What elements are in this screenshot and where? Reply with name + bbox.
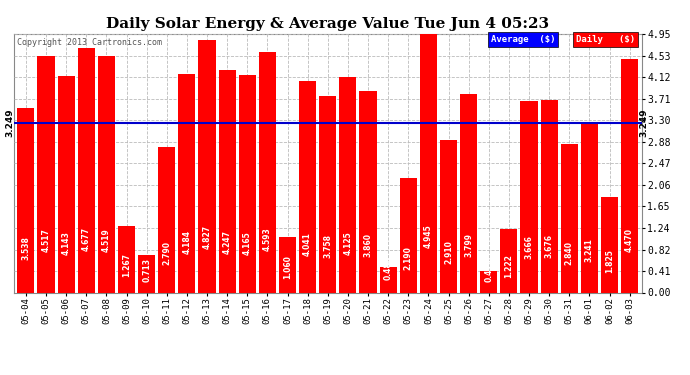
Text: 1.060: 1.060 — [283, 255, 292, 279]
Bar — [621, 59, 638, 292]
Text: 1.267: 1.267 — [122, 254, 131, 278]
Text: 4.827: 4.827 — [202, 225, 212, 249]
Bar — [581, 123, 598, 292]
Text: 2.910: 2.910 — [444, 241, 453, 264]
Text: Daily   ($): Daily ($) — [575, 35, 635, 44]
Text: 2.790: 2.790 — [162, 242, 171, 266]
Text: 3.758: 3.758 — [323, 234, 333, 258]
Text: 1.222: 1.222 — [504, 254, 513, 278]
Bar — [239, 75, 256, 292]
Bar — [118, 226, 135, 292]
Text: 2.840: 2.840 — [564, 241, 574, 265]
Bar — [299, 81, 316, 292]
Bar — [601, 197, 618, 292]
Bar — [178, 74, 195, 292]
Bar — [319, 96, 336, 292]
Bar — [57, 76, 75, 292]
Text: 3.241: 3.241 — [585, 238, 594, 262]
Bar — [460, 94, 477, 292]
Text: 4.041: 4.041 — [303, 232, 312, 256]
Text: 2.190: 2.190 — [404, 246, 413, 270]
Bar — [158, 147, 175, 292]
Text: 4.143: 4.143 — [61, 231, 70, 255]
Bar — [359, 91, 377, 292]
Bar — [561, 144, 578, 292]
Text: 4.517: 4.517 — [41, 228, 50, 252]
Bar — [520, 101, 538, 292]
Bar — [98, 56, 115, 292]
Text: 3.249: 3.249 — [640, 108, 649, 137]
Bar — [37, 56, 55, 292]
Text: 0.488: 0.488 — [384, 256, 393, 280]
Bar — [219, 70, 236, 292]
Text: 4.184: 4.184 — [182, 231, 191, 255]
Bar — [400, 178, 417, 292]
Bar — [500, 229, 518, 292]
Bar — [420, 34, 437, 292]
Bar — [480, 271, 497, 292]
Text: 0.713: 0.713 — [142, 258, 151, 282]
Text: 3.249: 3.249 — [6, 108, 14, 137]
Title: Daily Solar Energy & Average Value Tue Jun 4 05:23: Daily Solar Energy & Average Value Tue J… — [106, 17, 549, 31]
Bar — [199, 40, 215, 292]
Text: 3.799: 3.799 — [464, 234, 473, 258]
Text: 3.538: 3.538 — [21, 236, 30, 260]
Bar — [540, 100, 558, 292]
Bar — [17, 108, 34, 292]
Text: Copyright 2013 Cartronics.com: Copyright 2013 Cartronics.com — [17, 38, 162, 46]
Bar — [380, 267, 397, 292]
Text: 3.860: 3.860 — [364, 233, 373, 257]
Bar — [440, 140, 457, 292]
Text: 3.666: 3.666 — [524, 235, 533, 258]
Text: 4.945: 4.945 — [424, 225, 433, 249]
Text: 1.825: 1.825 — [605, 249, 614, 273]
Text: 3.676: 3.676 — [544, 234, 553, 258]
Bar — [279, 237, 296, 292]
Text: 4.519: 4.519 — [102, 228, 111, 252]
Text: 4.593: 4.593 — [263, 228, 272, 251]
Bar — [78, 48, 95, 292]
Text: 0.413: 0.413 — [484, 258, 493, 282]
Text: 4.125: 4.125 — [344, 231, 353, 255]
Text: 4.165: 4.165 — [243, 231, 252, 255]
Bar — [259, 53, 276, 292]
Bar — [138, 255, 155, 292]
Text: 4.677: 4.677 — [81, 226, 91, 251]
Bar — [339, 77, 357, 292]
Text: 4.247: 4.247 — [223, 230, 232, 254]
Text: 4.470: 4.470 — [625, 228, 634, 252]
Text: Average  ($): Average ($) — [491, 35, 555, 44]
